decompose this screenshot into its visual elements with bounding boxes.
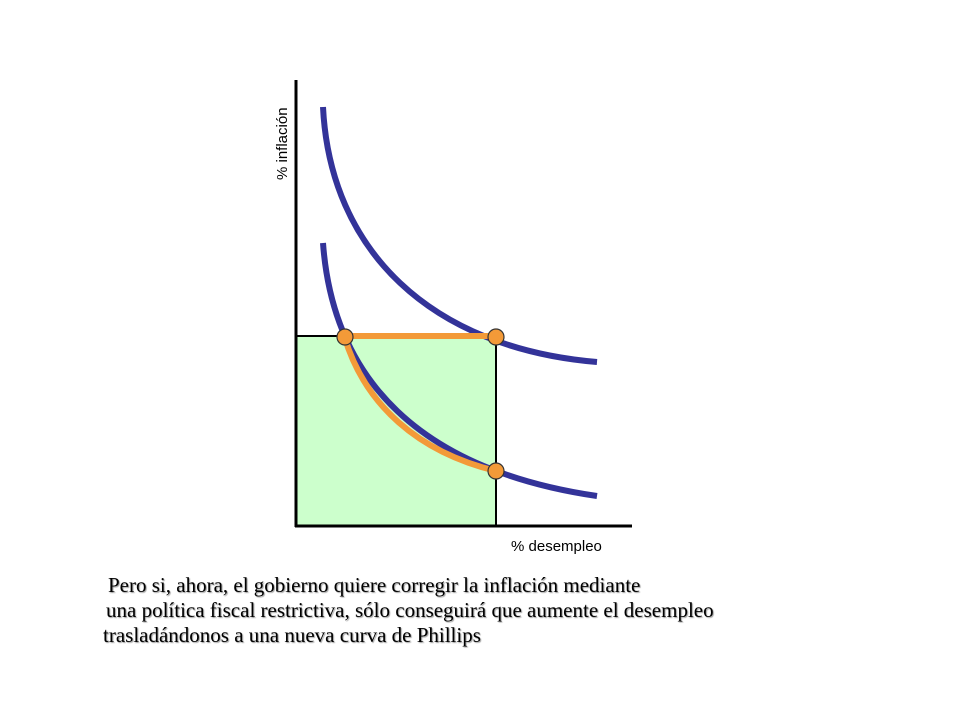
caption-line-1: Pero si, ahora, el gobierno quiere corre… [108, 573, 641, 597]
caption: Pero si, ahora, el gobierno quiere corre… [92, 573, 892, 648]
x-axis-label: % desempleo [511, 538, 602, 555]
point-b [487, 328, 505, 346]
upper-phillips-curve [320, 106, 598, 365]
phillips-diagram: % inflación % desempleo [274, 80, 632, 555]
caption-line-3: trasladándonos a una nueva curva de Phil… [103, 623, 481, 647]
y-axis-label: % inflación [274, 107, 291, 180]
lower-phillips-curve [320, 242, 598, 499]
shaded-region [297, 336, 496, 526]
point-c [487, 462, 505, 480]
point-a [336, 328, 354, 346]
caption-line-2: una política fiscal restrictiva, sólo co… [106, 598, 714, 622]
transition-curve-segment [341, 336, 497, 474]
